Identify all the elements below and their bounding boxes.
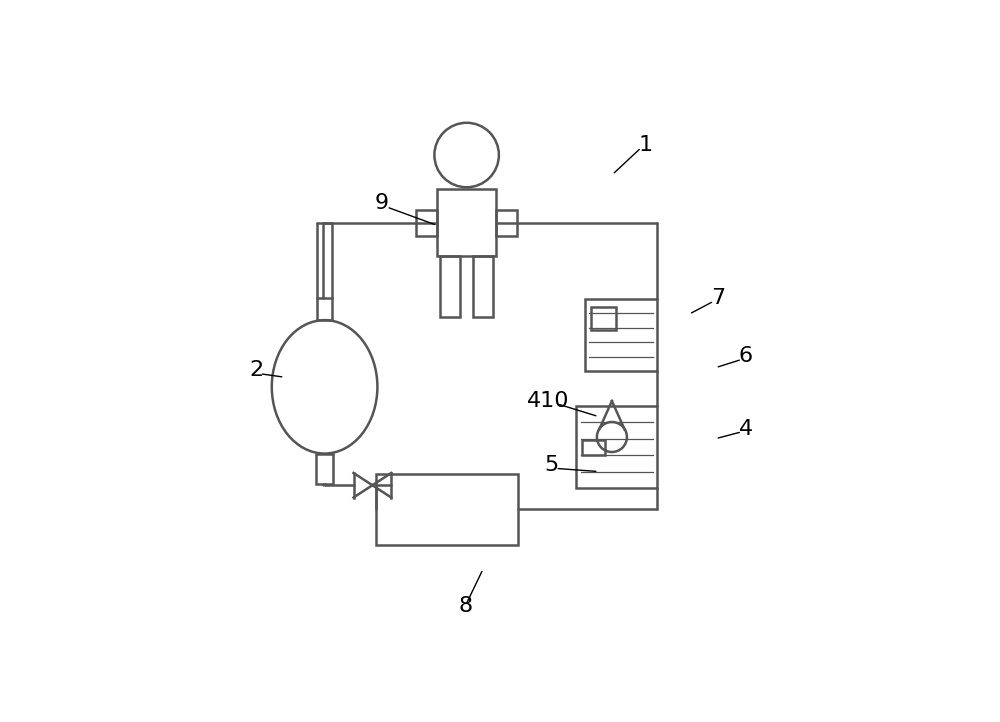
Bar: [317, 298, 332, 320]
Text: 6: 6: [739, 347, 753, 366]
Text: 1: 1: [639, 135, 653, 155]
Bar: [582, 440, 605, 455]
Bar: [496, 209, 517, 236]
Bar: [473, 256, 493, 318]
Bar: [440, 256, 460, 318]
Text: 7: 7: [711, 288, 725, 308]
Bar: [437, 189, 496, 256]
Text: 2: 2: [250, 360, 264, 380]
Text: 8: 8: [458, 596, 472, 617]
Bar: [576, 406, 657, 488]
Bar: [591, 308, 616, 329]
Text: 9: 9: [375, 193, 389, 214]
Bar: [376, 474, 518, 544]
Bar: [585, 299, 657, 371]
Bar: [316, 453, 333, 484]
Text: 5: 5: [544, 455, 559, 474]
Text: 410: 410: [527, 391, 570, 411]
Bar: [416, 209, 437, 236]
Text: 4: 4: [739, 419, 753, 438]
